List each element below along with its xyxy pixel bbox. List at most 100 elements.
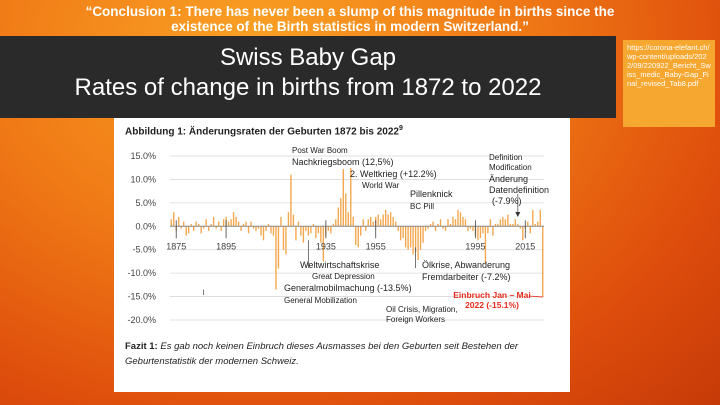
bar-1991 xyxy=(464,219,467,227)
bar-1909 xyxy=(260,226,262,236)
bar-1906 xyxy=(252,226,255,229)
bar-1908 xyxy=(257,226,260,229)
bar-1890 xyxy=(212,216,215,227)
bar-1996 xyxy=(477,226,479,241)
annotation-slump-line1: Einbruch Jan – Mai xyxy=(453,290,531,300)
bar-1914 xyxy=(272,226,275,236)
slide-subtitle: Rates of change in births from 1872 to 2… xyxy=(74,74,542,101)
x-tick-label: 1935 xyxy=(316,241,336,251)
bar-1983 xyxy=(444,226,447,231)
bar-2003 xyxy=(494,223,497,227)
birth-rate-chart: 15.0% 10.0% 5.0% 0.0% -5.0% -10.0% -15.0% -20.0… xyxy=(127,151,544,325)
bar-1887 xyxy=(205,219,207,227)
bar-1951 xyxy=(365,226,367,231)
bar-1971 xyxy=(414,226,417,253)
bar-1882 xyxy=(193,226,195,231)
bar-2001 xyxy=(489,219,492,227)
bar-1974 xyxy=(422,226,424,243)
bar-1880 xyxy=(188,226,190,234)
bar-1967 xyxy=(404,226,407,248)
bar-1956 xyxy=(377,214,379,227)
bar-1960 xyxy=(387,214,389,227)
bar-1924 xyxy=(297,221,300,227)
bar-1979 xyxy=(434,226,437,231)
slide-title: Swiss Baby Gap xyxy=(219,44,397,71)
bar-1943 xyxy=(345,193,347,227)
bar-1992 xyxy=(467,226,469,231)
bar-1950 xyxy=(362,219,364,227)
callout-arrowhead xyxy=(515,212,521,217)
bar-1921 xyxy=(290,174,292,227)
bar-1922 xyxy=(292,214,295,227)
annotation-def-en1: Definition xyxy=(489,153,523,162)
bar-1928 xyxy=(307,226,310,236)
bar-1953 xyxy=(370,216,372,227)
bar-1926 xyxy=(302,226,305,243)
fazit-text: Es gab noch keinen Einbruch dieses Ausma… xyxy=(125,341,519,367)
bar-1947 xyxy=(355,226,357,246)
bar-2000 xyxy=(487,226,489,234)
annotation-oil-de2: Fremdarbeiter (-7.2%) xyxy=(422,272,511,282)
bar-1876 xyxy=(178,216,180,227)
bar-1999 xyxy=(484,226,487,264)
bar-2014 xyxy=(522,226,524,241)
bar-1965 xyxy=(399,226,402,241)
bar-1964 xyxy=(397,226,399,231)
bar-1913 xyxy=(270,226,272,234)
bar-1938 xyxy=(332,223,334,227)
bar-1989 xyxy=(459,212,462,227)
annotation-def-de1: Änderung xyxy=(489,174,529,184)
bar-1879 xyxy=(185,226,187,236)
bar-1885 xyxy=(200,226,202,234)
x-tick-label: 1895 xyxy=(216,241,236,251)
bar-1954 xyxy=(372,221,374,227)
bar-1920 xyxy=(287,212,290,227)
bar-1892 xyxy=(217,221,220,227)
bar-1963 xyxy=(394,221,397,227)
bar-1944 xyxy=(347,212,349,227)
bar-1915 xyxy=(275,226,277,290)
bar-2012 xyxy=(517,223,519,227)
bar-2004 xyxy=(497,223,499,227)
bar-2007 xyxy=(504,219,507,227)
source-link[interactable]: https://corona-elefant.ch/wp-content/upl… xyxy=(623,40,715,127)
bar-1985 xyxy=(449,223,452,227)
bar-1898 xyxy=(232,212,235,227)
figure-title: Abbildung 1: Änderungsraten der Geburten… xyxy=(125,125,403,137)
bar-1969 xyxy=(409,226,412,248)
bar-1988 xyxy=(457,209,459,227)
bar-1888 xyxy=(207,226,210,231)
bar-1977 xyxy=(429,223,432,227)
bar-1884 xyxy=(197,223,200,227)
bar-1917 xyxy=(280,216,282,227)
bar-1980 xyxy=(437,223,439,227)
bar-1986 xyxy=(452,216,454,227)
bar-2020 xyxy=(537,221,539,227)
bar-1932 xyxy=(317,226,320,234)
bar-1903 xyxy=(245,221,247,227)
annotation-mobilization-en: General Mobilization xyxy=(284,296,357,305)
bar-2021 xyxy=(539,209,541,227)
bar-1896 xyxy=(227,221,230,227)
bar-2018 xyxy=(532,209,534,227)
bar-2002 xyxy=(492,226,494,236)
bar-1957 xyxy=(380,219,382,227)
y-tick-label: -15.0% xyxy=(127,292,156,302)
y-tick-label: 5.0% xyxy=(135,198,156,208)
bar-1975 xyxy=(424,226,427,231)
bar-1900 xyxy=(237,221,240,227)
figure-footnote-mark: 9 xyxy=(398,125,403,132)
annotation-def-en2: Modification xyxy=(489,163,532,172)
bar-2010 xyxy=(512,223,514,227)
bar-1981 xyxy=(439,219,442,227)
bar-1997 xyxy=(479,226,482,238)
bar-1881 xyxy=(190,223,192,227)
bar-1939 xyxy=(335,219,337,227)
bar-1937 xyxy=(330,226,332,234)
x-tick-label: 2015 xyxy=(515,241,535,251)
annotation-pill-de: Pillenknick xyxy=(410,189,453,199)
bar-2013 xyxy=(519,226,521,229)
bar-1941 xyxy=(340,198,342,227)
annotation-oil-en1: Oil Crisis, Migration, xyxy=(386,305,458,314)
annotation-ww2-en: World War xyxy=(362,181,400,190)
